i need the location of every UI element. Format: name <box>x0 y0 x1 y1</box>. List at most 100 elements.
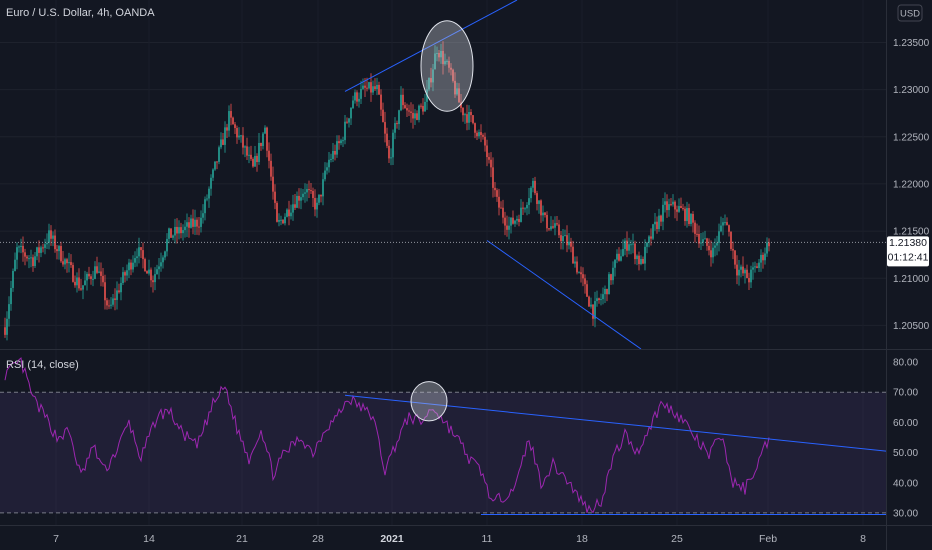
currency-button[interactable]: USD <box>897 4 923 22</box>
candle-body <box>60 246 62 262</box>
candle-body <box>332 150 334 159</box>
candle-body <box>328 159 330 168</box>
last-price-label: 1.21380 01:12:41 <box>887 236 929 267</box>
candle-body <box>490 159 492 168</box>
candle-body <box>124 272 126 276</box>
candle-body <box>500 207 502 209</box>
candle-body <box>110 304 112 306</box>
rsi-tick-label: 70.00 <box>893 388 918 399</box>
candle-body <box>586 284 588 297</box>
candle-body <box>678 206 680 212</box>
rsi-scale[interactable]: 80.00 70.00 60.00 50.00 40.00 30.00 <box>893 358 918 520</box>
candle-body <box>646 242 648 247</box>
rsi-legend[interactable]: RSI (14, close) <box>6 359 79 371</box>
time-axis[interactable]: 7 14 21 28 2021 11 18 25 Feb 8 <box>53 533 866 545</box>
candle-body <box>274 191 276 203</box>
price-trendlines[interactable] <box>344 0 642 350</box>
candle-body <box>572 246 574 264</box>
candle-body <box>578 272 580 274</box>
price-tick-label: 1.21000 <box>893 274 930 285</box>
candle-body <box>170 228 172 238</box>
candle-body <box>762 254 764 261</box>
candle-body <box>318 194 320 203</box>
candle-body <box>750 269 752 283</box>
candle-body <box>206 198 208 200</box>
candle-body <box>620 256 622 261</box>
rsi-highlight-ellipse[interactable] <box>410 381 448 422</box>
candle-body <box>584 278 586 285</box>
candle-body <box>464 114 466 116</box>
candle-body <box>472 115 474 124</box>
candle-body <box>732 248 734 251</box>
candle-body <box>498 196 500 208</box>
candle-body <box>592 304 594 319</box>
candle-body <box>14 259 16 271</box>
candle-body <box>70 262 72 266</box>
symbol-legend[interactable]: Euro / U.S. Dollar, 4h, OANDA <box>6 7 155 19</box>
candle-body <box>44 244 46 248</box>
candle-body <box>202 213 204 218</box>
candle-body <box>702 239 704 243</box>
candle-body <box>392 132 394 158</box>
rsi-trendlines[interactable] <box>344 394 887 515</box>
candle-body <box>528 198 530 205</box>
candle-body <box>634 243 636 260</box>
candle-body <box>398 110 400 125</box>
candle-body <box>214 161 216 170</box>
rsi-pane[interactable] <box>0 357 887 515</box>
candle-body <box>126 270 128 276</box>
price-scale[interactable]: 1.23500 1.23000 1.22500 1.22000 1.21500 1.210… <box>893 38 930 332</box>
candle-body <box>588 296 590 307</box>
countdown-text: 01:12:41 <box>888 251 929 263</box>
candle-body <box>712 247 714 258</box>
candle-body <box>290 212 292 217</box>
candle-body <box>400 94 402 111</box>
candle-body <box>496 190 498 197</box>
candle-body <box>746 269 748 279</box>
candle-body <box>358 98 360 102</box>
candle-body <box>766 242 768 254</box>
candle-body <box>130 262 132 270</box>
candle-body <box>640 258 642 265</box>
time-tick-label: 28 <box>312 533 324 545</box>
candle-body <box>92 278 94 280</box>
price-pane[interactable] <box>0 0 886 525</box>
candle-body <box>560 235 562 242</box>
candle-body <box>30 257 32 259</box>
candle-body <box>698 234 700 244</box>
currency-button-label[interactable]: USD <box>900 9 920 20</box>
candle-body <box>610 274 612 281</box>
rsi-ellipse-shape <box>410 381 448 422</box>
candle-body <box>692 213 694 223</box>
candle-body <box>638 255 640 265</box>
candle-body <box>350 107 352 119</box>
price-tick-label: 1.21500 <box>893 227 930 238</box>
candle-body <box>420 105 422 107</box>
candle-body <box>172 235 174 238</box>
candle-body <box>694 222 696 234</box>
price-tick-label: 1.22000 <box>893 179 930 190</box>
price-highlight-ellipse[interactable] <box>420 20 474 112</box>
candle-body <box>726 222 728 226</box>
candle-body <box>218 147 220 162</box>
candle-body <box>194 219 196 227</box>
candle-body <box>104 282 106 301</box>
candle-body <box>604 288 606 295</box>
candle-body <box>12 270 14 288</box>
currency-button-bg[interactable] <box>897 4 923 22</box>
candle-body <box>362 85 364 89</box>
candle-body <box>598 298 600 301</box>
rsi-tick-label: 60.00 <box>893 418 918 429</box>
candle-body <box>252 158 254 167</box>
candle-body <box>326 167 328 171</box>
candle-body <box>700 242 702 244</box>
candle-body <box>366 87 368 89</box>
candle-body <box>710 250 712 258</box>
candle-body <box>220 139 222 148</box>
candle-body <box>486 145 488 158</box>
candle-body <box>504 217 506 226</box>
candle-body <box>120 283 122 293</box>
candle-body <box>502 207 504 218</box>
candle-body <box>224 127 226 145</box>
